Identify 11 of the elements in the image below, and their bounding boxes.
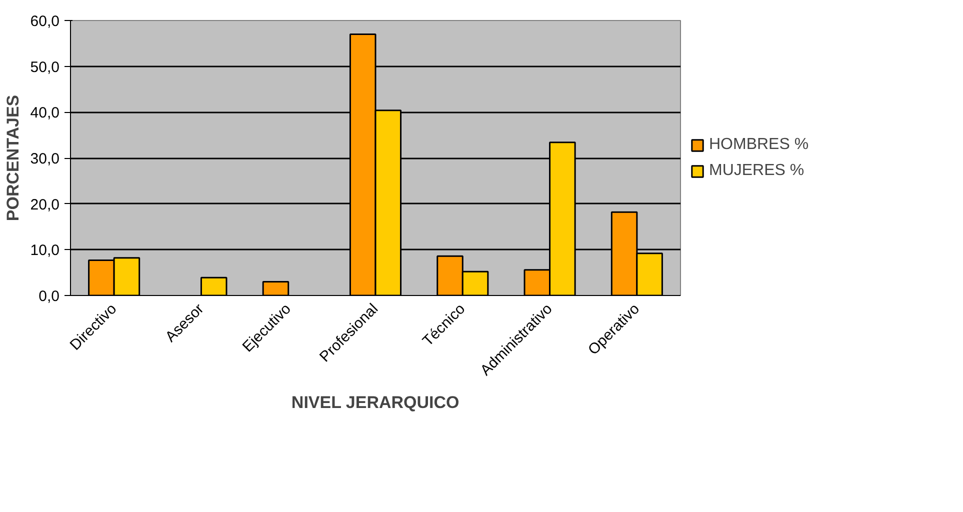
legend-label: MUJERES % — [709, 162, 804, 180]
y-tick-label: 50,0 — [30, 58, 60, 76]
legend-label: HOMBRES % — [709, 136, 809, 154]
y-tick-label: 30,0 — [30, 150, 60, 168]
y-tick-label: 60,0 — [30, 13, 60, 30]
y-axis-title: PORCENTAJES — [3, 94, 22, 222]
x-axis-title: NIVEL JERARQUICO — [291, 393, 460, 412]
y-tick-label: 0,0 — [38, 288, 60, 305]
y-tick-label: 40,0 — [30, 104, 60, 122]
y-tick-label: 10,0 — [30, 242, 60, 260]
y-tick-label: 20,0 — [30, 196, 60, 214]
